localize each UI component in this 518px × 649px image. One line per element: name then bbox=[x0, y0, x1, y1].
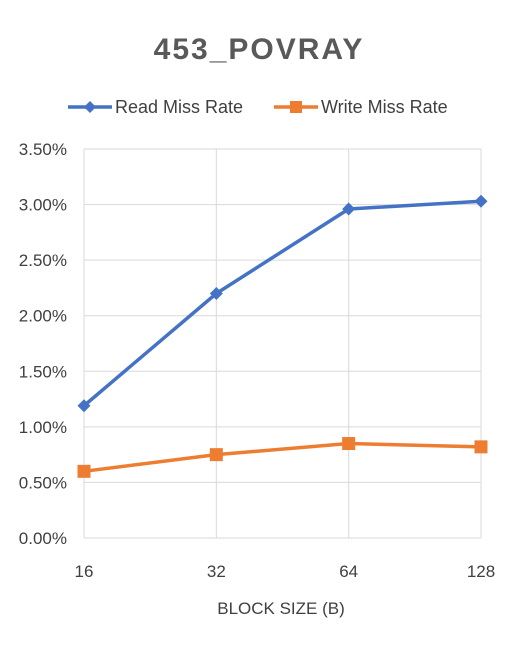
y-tick-label: 3.50% bbox=[19, 140, 67, 159]
x-tick-label: 16 bbox=[75, 562, 94, 581]
chart-title: 453_POVRAY bbox=[154, 33, 365, 66]
y-tick-label: 0.50% bbox=[19, 473, 67, 492]
data-point-marker bbox=[209, 448, 223, 462]
y-tick-label: 3.00% bbox=[19, 196, 67, 215]
y-tick-label: 1.00% bbox=[19, 418, 67, 437]
data-point-marker bbox=[474, 440, 488, 454]
y-axis-ticks: 0.00% 0.50% 1.00% 1.50% 2.00% 2.50% 3.00% 3.50% bbox=[19, 140, 67, 548]
x-tick-label: 128 bbox=[467, 562, 495, 581]
x-axis-title: BLOCK SIZE (B) bbox=[217, 599, 345, 618]
x-axis-ticks: 16 32 64 128 bbox=[75, 562, 496, 581]
legend-marker bbox=[290, 101, 302, 113]
y-tick-label: 0.00% bbox=[19, 529, 67, 548]
x-tick-label: 64 bbox=[339, 562, 358, 581]
series-line-write-miss-rate bbox=[82, 441, 483, 474]
y-tick-label: 2.50% bbox=[19, 251, 67, 270]
series-group bbox=[77, 194, 488, 478]
legend-marker bbox=[84, 101, 96, 113]
data-point-marker bbox=[209, 286, 223, 300]
legend: Read Miss Rate Write Miss Rate bbox=[68, 97, 448, 117]
data-point-marker bbox=[77, 399, 91, 413]
legend-label: Write Miss Rate bbox=[321, 97, 448, 117]
data-point-marker bbox=[342, 437, 356, 451]
x-tick-label: 32 bbox=[207, 562, 226, 581]
y-tick-label: 1.50% bbox=[19, 362, 67, 381]
y-tick-label: 2.00% bbox=[19, 307, 67, 326]
data-point-marker bbox=[77, 464, 91, 478]
series-line-read-miss-rate bbox=[82, 199, 483, 408]
legend-label: Read Miss Rate bbox=[115, 97, 243, 117]
data-point-marker bbox=[342, 202, 356, 216]
legend-item-read-miss-rate: Read Miss Rate bbox=[68, 97, 243, 117]
data-point-marker bbox=[474, 194, 488, 208]
legend-item-write-miss-rate: Write Miss Rate bbox=[274, 97, 448, 117]
gridlines bbox=[83, 148, 482, 539]
